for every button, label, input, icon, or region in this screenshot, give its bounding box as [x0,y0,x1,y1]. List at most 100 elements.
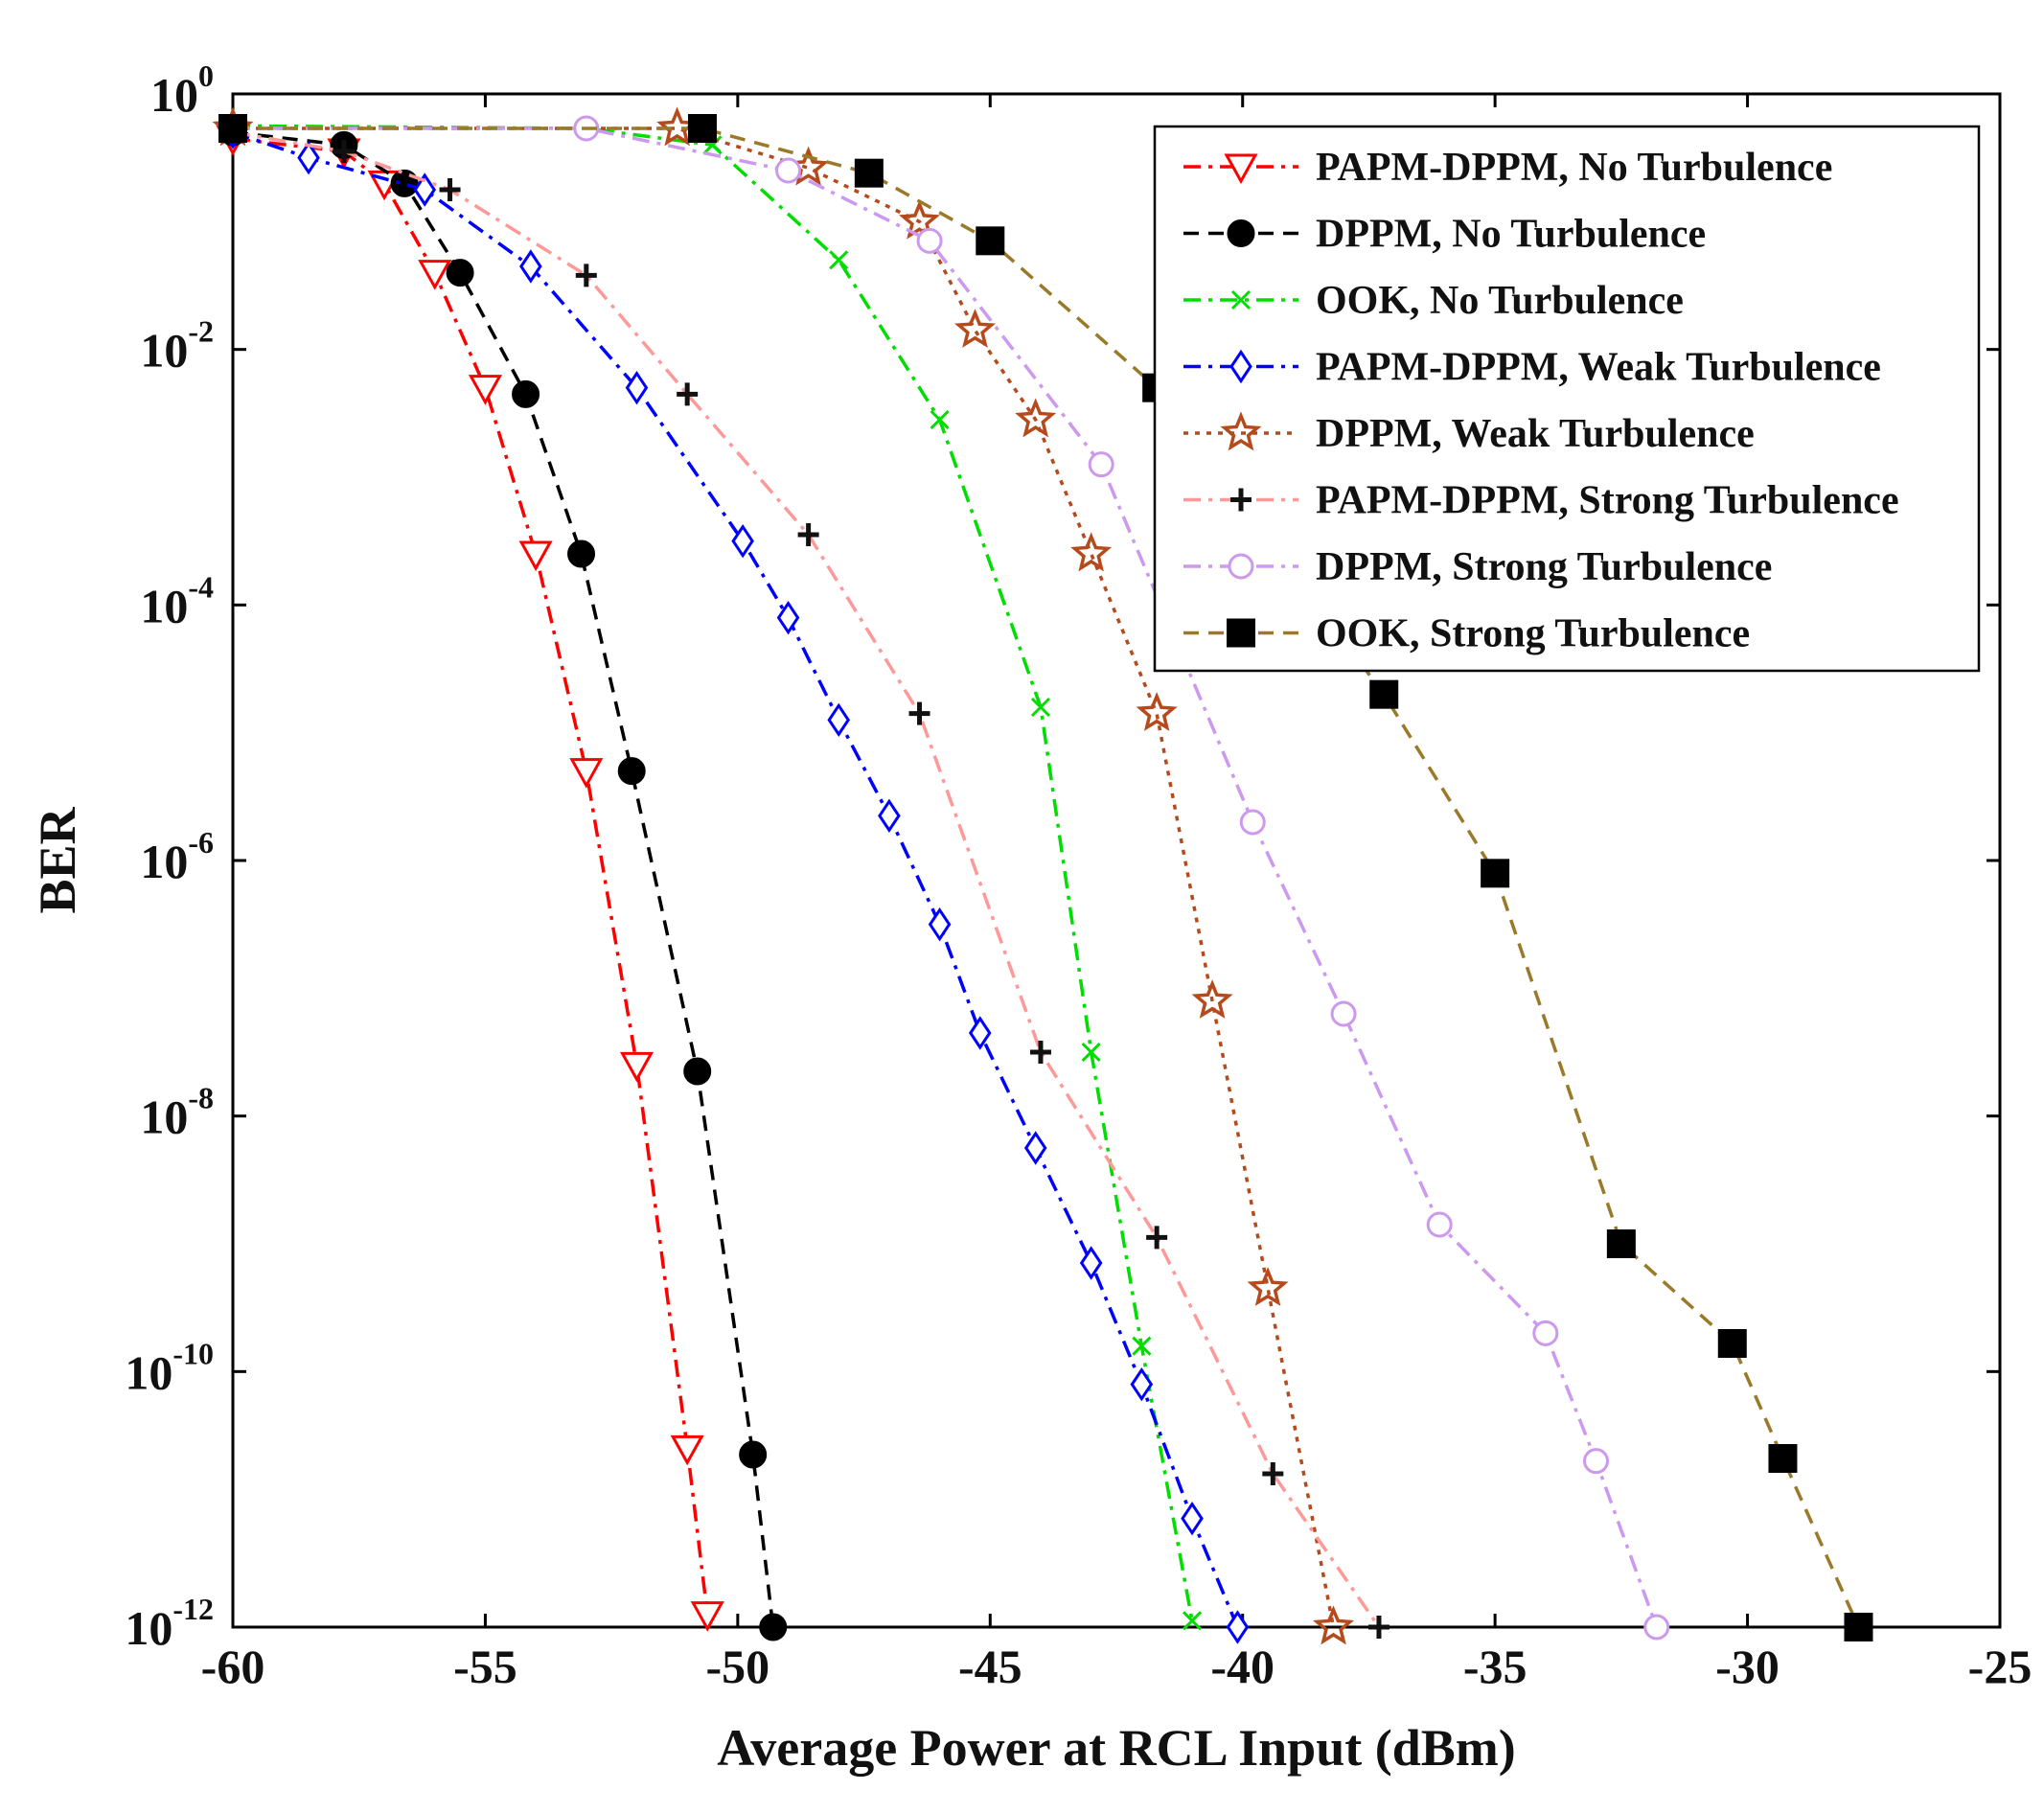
y-tick-label: 10-2 [140,314,214,378]
series-line [233,126,1336,1628]
y-tick-label: 10-8 [140,1081,214,1144]
data-point [567,539,596,568]
series-line [232,130,1381,1628]
series-line [232,136,709,1615]
data-point [1081,1042,1101,1063]
x-tick-label: -35 [1463,1640,1527,1693]
x-axis-label: Average Power at RCL Input (dBm) [717,1719,1515,1777]
legend-entry: DPPM, Weak Turbulence [1183,411,1755,456]
data-point [690,1601,724,1632]
legend-entry: DPPM, No Turbulence [1183,213,1706,257]
data-point [1226,1610,1250,1644]
legend-marker [1224,153,1258,185]
data-point [418,260,452,290]
data-point [854,158,884,188]
data-point [1146,1226,1168,1250]
legend-label: PAPM-DPPM, Strong Turbulence [1316,479,1899,523]
x-tick-label: -60 [201,1640,265,1693]
legend-entry: DPPM, Strong Turbulence [1183,545,1772,589]
y-tick-label: 10-10 [125,1336,214,1399]
legend-entry: OOK, Strong Turbulence [1183,612,1750,656]
data-point [439,178,461,201]
legend-entry: OOK, No Turbulence [1183,279,1684,323]
data-point [930,409,950,430]
x-tick-label: -25 [1968,1640,2033,1693]
data-point [1088,451,1114,478]
data-point [1030,697,1051,718]
legend-marker [1227,219,1255,247]
data-point [468,375,502,405]
x-tick-label: -45 [958,1640,1022,1693]
legend-label: DPPM, No Turbulence [1316,213,1706,257]
series-line [232,130,1240,1628]
y-axis-label: BER [29,806,86,913]
data-point [575,264,597,287]
data-point [953,309,997,348]
data-point [625,370,649,405]
data-point [1239,809,1266,836]
data-point [446,259,474,287]
data-point [218,114,247,143]
data-point [617,757,646,786]
data-point [569,758,604,789]
legend-marker [1230,289,1252,310]
data-point [827,702,851,738]
data-point [739,1440,768,1469]
data-point [1136,692,1178,731]
data-point [1330,1000,1357,1027]
x-tick-label: -50 [706,1640,770,1693]
data-point [1481,859,1510,888]
data-point [1079,1246,1103,1280]
data-point [1182,1611,1203,1631]
data-point [512,379,540,408]
data-point [1130,1366,1154,1402]
series-line [232,130,775,1628]
data-point [878,798,901,834]
data-point [1717,1329,1747,1358]
legend-marker [1230,488,1252,512]
legend-label: DPPM, Strong Turbulence [1316,545,1772,589]
data-point [908,701,930,725]
data-point [1029,1041,1051,1064]
y-tick-label: 100 [150,58,214,122]
data-point [390,169,419,197]
y-tick-label: 10-4 [140,569,214,632]
data-point [297,140,320,175]
data-point [413,172,437,207]
data-point [1191,979,1233,1019]
data-point [797,523,819,546]
data-point [1262,1462,1284,1485]
data-point [683,1057,712,1086]
legend-entry: PAPM-DPPM, No Turbulence [1183,146,1832,190]
data-point [670,1434,704,1466]
data-point [1844,1613,1873,1641]
data-point [759,1613,788,1641]
data-point [731,523,754,559]
legend-label: PAPM-DPPM, Weak Turbulence [1316,346,1881,390]
data-point [1532,1320,1559,1346]
legend-box [1153,125,1981,673]
data-point [677,382,699,406]
data-point [898,199,941,240]
data-point [916,227,943,254]
data-point [1583,1448,1610,1475]
data-point [1247,1267,1289,1306]
legend: PAPM-DPPM, No Turbulence DPPM, No Turbule… [1153,125,1981,673]
data-point [1181,1501,1204,1536]
data-point [968,1016,992,1050]
data-point [1426,1211,1453,1238]
legend-marker [1227,618,1255,648]
legend-marker [1220,411,1262,451]
y-tick-label: 10-6 [140,825,214,888]
legend-marker [1229,349,1252,384]
series-layer [212,106,1873,1645]
data-point [1132,1336,1152,1356]
data-point [1606,1229,1636,1258]
data-point [519,249,542,284]
data-point [1023,1131,1047,1165]
data-point [776,600,800,635]
data-point [333,140,355,163]
data-point [687,114,717,143]
data-point [1369,679,1399,709]
